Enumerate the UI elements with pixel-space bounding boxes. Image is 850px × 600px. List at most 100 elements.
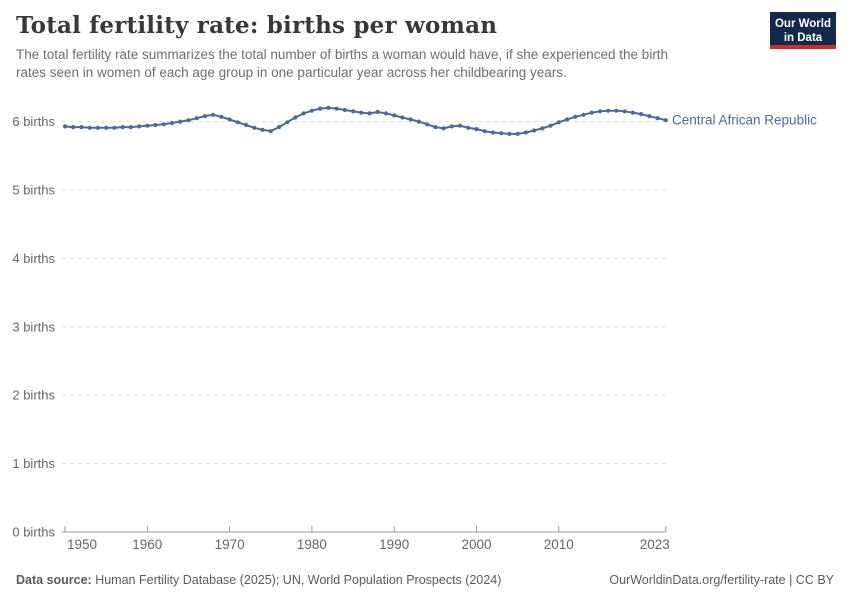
logo-line-2: in Data	[783, 32, 823, 44]
series-point	[318, 106, 323, 111]
data-source-note: Data source: Human Fertility Database (2…	[16, 573, 501, 587]
series-point	[112, 125, 117, 130]
page-title: Total fertility rate: births per woman	[16, 12, 498, 39]
series-point	[647, 114, 652, 119]
series-point	[120, 125, 125, 130]
series-point	[334, 106, 339, 111]
owid-logo: Our World in Data	[770, 12, 836, 49]
x-axis-label: 1950	[67, 537, 97, 552]
series-point	[202, 114, 207, 119]
line-chart-svg[interactable]: 0 births 1 births 2 births 3 births 4 births…	[0, 95, 850, 570]
series-point	[235, 120, 240, 125]
series-point	[457, 123, 463, 128]
series-point	[466, 125, 471, 130]
series-line	[64, 106, 667, 135]
series-point	[285, 120, 290, 125]
x-axis-label: 2010	[544, 537, 574, 552]
series-point	[655, 116, 660, 121]
series-point	[342, 107, 347, 113]
series-point	[128, 125, 133, 130]
series-point	[309, 108, 314, 113]
y-axis-label: 4 births	[12, 251, 55, 266]
series-point	[375, 109, 380, 115]
series-point	[400, 115, 405, 120]
series-point	[581, 112, 586, 117]
series-point	[573, 114, 578, 119]
series-point	[474, 127, 479, 132]
series-point	[293, 115, 298, 120]
x-axis-label: 1990	[379, 537, 409, 552]
series-point	[178, 119, 183, 124]
series-point	[589, 110, 594, 115]
y-axis-label: 0 births	[12, 525, 55, 540]
series-point	[663, 118, 668, 123]
series-point	[153, 122, 158, 128]
data-source-text: Human Fertility Database (2025); UN, Wor…	[91, 573, 502, 587]
series-point	[532, 128, 537, 133]
series-point	[161, 122, 166, 127]
series-point	[252, 125, 257, 130]
series-point	[433, 125, 438, 130]
x-axis-label: 1980	[297, 537, 327, 552]
series-point	[639, 112, 644, 117]
series-point	[351, 109, 356, 114]
series-point	[507, 131, 512, 136]
series-point	[367, 111, 372, 116]
x-axis-label: 1960	[132, 537, 162, 552]
series-point	[145, 123, 150, 128]
series-point	[408, 117, 413, 122]
series-point	[425, 122, 430, 127]
chart-header: Total fertility rate: births per woman T…	[16, 12, 760, 82]
series-point	[564, 117, 570, 122]
series-point	[95, 125, 100, 130]
x-axis-label: 1970	[215, 537, 245, 552]
series-point	[441, 126, 446, 131]
series-point	[62, 124, 68, 129]
data-source-label: Data source:	[16, 573, 92, 587]
y-axis-label: 6 births	[12, 114, 55, 129]
series-point	[326, 105, 331, 110]
series-point	[606, 108, 611, 113]
chart-footer: Data source: Human Fertility Database (2…	[16, 573, 834, 587]
series-point	[597, 109, 603, 114]
entity-label[interactable]: Central African Republic	[672, 113, 817, 128]
series-point	[104, 125, 109, 130]
series-point	[301, 111, 306, 116]
subtitle-line-1: The total fertility rate summarizes the …	[16, 47, 669, 62]
series-point	[169, 120, 175, 126]
series-point	[211, 112, 216, 117]
y-axis-label: 5 births	[12, 183, 55, 198]
series-point	[227, 117, 232, 122]
series-point	[416, 119, 421, 124]
line-chart[interactable]: 0 births 1 births 2 births 3 births 4 births…	[0, 95, 850, 570]
credit-link[interactable]: OurWorldinData.org/fertility-rate | CC B…	[609, 573, 834, 587]
series-point	[548, 123, 553, 128]
x-axis-label: 2023	[640, 537, 670, 552]
series-point	[614, 108, 619, 113]
series-point	[556, 120, 561, 125]
series-point	[630, 110, 636, 115]
y-axis-label: 2 births	[12, 388, 55, 403]
series-point	[515, 131, 520, 136]
y-axis-label: 1 births	[12, 456, 55, 471]
series-point	[79, 125, 84, 130]
series-point	[268, 129, 273, 134]
series-point	[482, 129, 487, 134]
y-axis-label: 3 births	[12, 319, 55, 334]
series-point	[194, 116, 199, 121]
chart-subtitle: The total fertility rate summarizes the …	[16, 46, 760, 82]
series-point	[392, 113, 397, 118]
series-point	[449, 124, 454, 129]
subtitle-line-2: rates seen in women of each age group in…	[16, 65, 567, 80]
series-point	[87, 125, 92, 130]
series-point	[137, 124, 142, 129]
series-point	[276, 125, 282, 130]
series-point	[622, 109, 627, 114]
series-point	[244, 122, 249, 128]
series-point	[490, 130, 496, 135]
series-point	[186, 118, 191, 123]
series-point	[219, 114, 224, 119]
series-point	[383, 111, 389, 116]
logo-line-1: Our World	[774, 18, 831, 30]
